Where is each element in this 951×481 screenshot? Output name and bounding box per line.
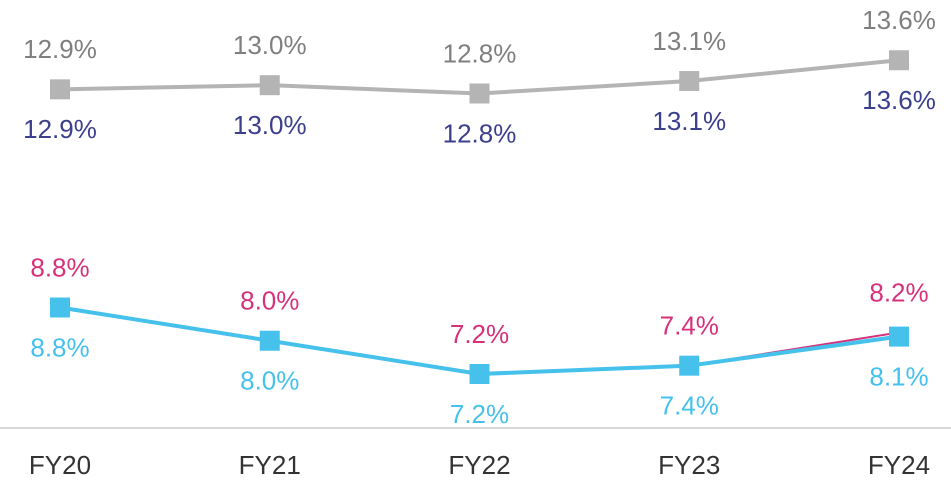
data-label: 8.8% bbox=[30, 332, 89, 362]
x-tick-label: FY20 bbox=[29, 450, 91, 480]
data-label: 8.1% bbox=[869, 361, 928, 391]
x-tick-label: FY22 bbox=[448, 450, 510, 480]
data-label: 12.8% bbox=[443, 118, 517, 148]
marker bbox=[679, 355, 700, 376]
data-label: 13.0% bbox=[233, 110, 307, 140]
marker bbox=[50, 297, 70, 318]
data-label: 13.1% bbox=[652, 106, 726, 136]
data-label: 7.4% bbox=[660, 391, 719, 421]
data-label: 12.9% bbox=[23, 34, 97, 64]
marker bbox=[889, 326, 909, 347]
data-label: 8.8% bbox=[30, 252, 89, 282]
marker bbox=[679, 71, 700, 92]
data-label: 12.9% bbox=[23, 114, 97, 144]
data-label: 13.6% bbox=[862, 85, 936, 115]
x-tick-label: FY24 bbox=[868, 450, 930, 480]
data-label: 8.2% bbox=[869, 277, 928, 307]
x-tick-label: FY21 bbox=[239, 450, 301, 480]
data-label: 12.8% bbox=[443, 38, 517, 68]
x-tick-label: FY23 bbox=[658, 450, 720, 480]
data-label: 7.4% bbox=[660, 311, 719, 341]
marker bbox=[469, 363, 490, 384]
data-label: 13.6% bbox=[862, 5, 936, 35]
marker bbox=[259, 330, 280, 351]
data-label: 7.2% bbox=[450, 319, 509, 349]
marker bbox=[469, 83, 490, 104]
data-label: 7.2% bbox=[450, 399, 509, 429]
data-label: 13.0% bbox=[233, 30, 307, 60]
marker bbox=[259, 75, 280, 96]
marker bbox=[889, 50, 909, 71]
marker bbox=[50, 79, 70, 100]
data-label: 13.1% bbox=[652, 26, 726, 56]
data-label: 8.0% bbox=[240, 286, 299, 316]
data-label: 8.0% bbox=[240, 366, 299, 396]
